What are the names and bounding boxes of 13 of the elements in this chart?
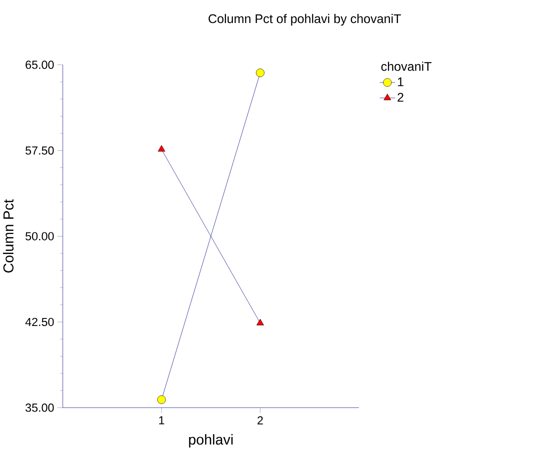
x-axis-title: pohlavi: [189, 434, 233, 448]
legend-label: 1: [398, 77, 404, 86]
legend-title: chovaniT: [381, 62, 432, 71]
point: [157, 395, 166, 404]
legend-label: 2: [398, 92, 404, 102]
y-tick-label: 42.50: [25, 318, 54, 326]
y-tick-label: 65.00: [26, 60, 54, 69]
point: [256, 68, 264, 77]
y-tick-label: 50.00: [26, 232, 54, 240]
y-tick-label: 57.50: [26, 146, 54, 154]
y-axis-title: Column Pct: [2, 199, 14, 272]
chart-title: Column Pct of pohlavi by chovaniT: [208, 14, 401, 26]
y-tick-label: 35.00: [26, 403, 54, 412]
